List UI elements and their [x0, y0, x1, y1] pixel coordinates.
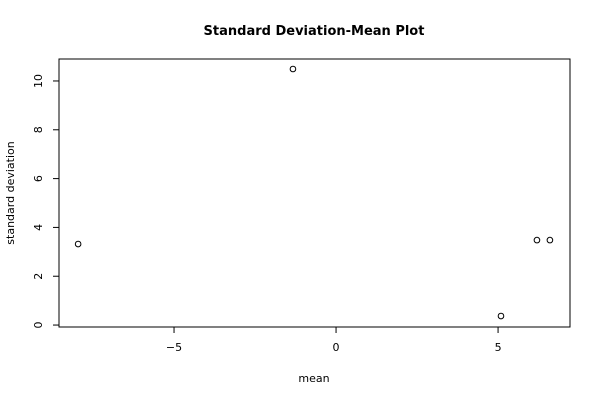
x-tick-label: −5 — [166, 341, 182, 354]
y-tick-label: 4 — [32, 224, 45, 231]
x-tick-label: 5 — [495, 341, 502, 354]
point — [546, 236, 554, 244]
y-tick-label: 2 — [32, 273, 45, 280]
point — [289, 65, 297, 73]
y-tick-label: 10 — [32, 74, 45, 88]
y-axis-label: standard deviation — [4, 141, 17, 244]
y-tick-label: 8 — [32, 126, 45, 133]
point — [74, 240, 82, 248]
y-tick-label: 0 — [32, 322, 45, 329]
x-axis-label: mean — [298, 372, 329, 385]
point — [497, 312, 505, 320]
x-tick-label: 0 — [333, 341, 340, 354]
chart-title: Standard Deviation-Mean Plot — [204, 24, 425, 39]
y-tick-label: 6 — [32, 175, 45, 182]
point — [533, 236, 541, 244]
